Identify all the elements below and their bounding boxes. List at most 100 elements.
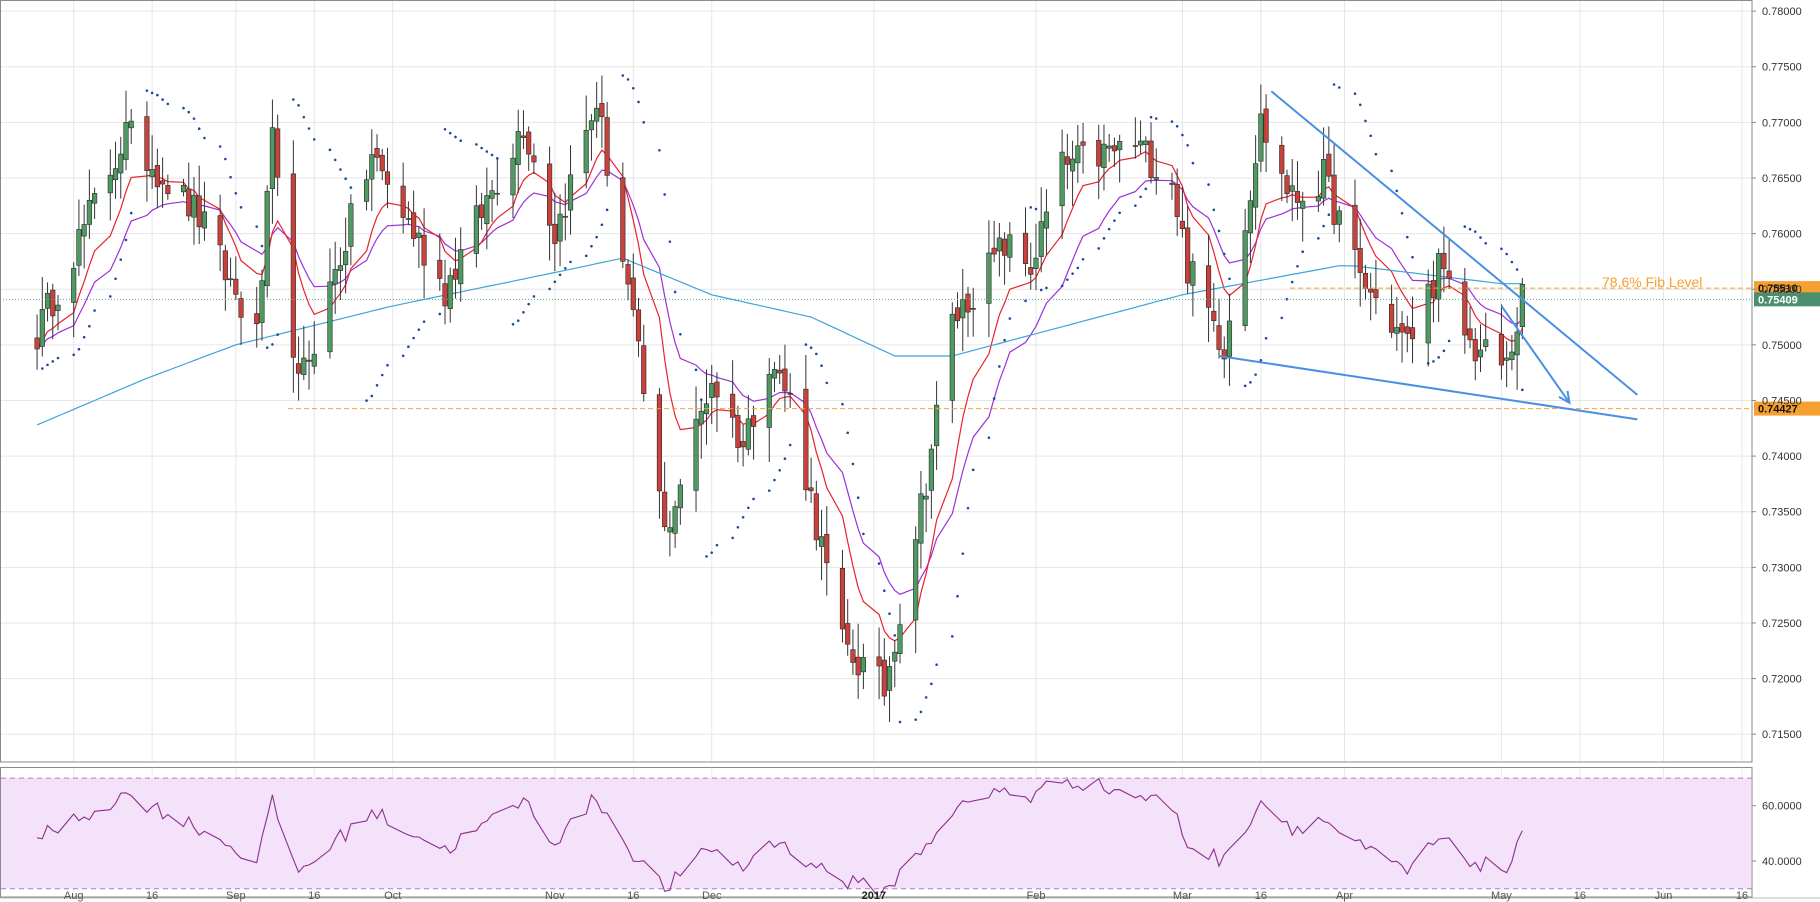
x-tick-label: Apr <box>1336 890 1353 902</box>
x-tick-label: May <box>1491 890 1512 902</box>
candle-down <box>1389 303 1395 333</box>
candle-up <box>860 657 866 673</box>
candle-up <box>1483 339 1489 348</box>
candle-up <box>986 252 992 304</box>
y-tick-label: 0.73000 <box>1762 562 1802 574</box>
candle-down <box>662 491 668 528</box>
sar-dot <box>600 223 604 227</box>
ema-slow-line <box>36 169 1523 595</box>
candle-down <box>552 223 558 244</box>
candle-up <box>1101 143 1107 169</box>
candle-down <box>452 268 459 280</box>
trendline <box>1218 354 1638 421</box>
candle-down <box>296 363 302 374</box>
candle-down <box>254 313 260 325</box>
candle-up <box>1106 145 1112 149</box>
candle-down <box>233 278 239 295</box>
y-tick-label: 0.72000 <box>1762 674 1802 686</box>
candle-down <box>526 131 532 155</box>
sar-dot <box>375 383 379 387</box>
candle-up <box>55 304 61 312</box>
candle-up <box>1007 234 1013 258</box>
candle-up <box>363 179 370 202</box>
sar-dot <box>736 525 740 529</box>
sar-dot <box>1181 133 1184 137</box>
sar-dot <box>1338 86 1341 89</box>
sar-dot <box>1249 381 1252 384</box>
x-tick-label: Dec <box>702 890 722 902</box>
candle-up <box>934 404 940 447</box>
sar-dot <box>966 506 970 510</box>
y-tick-label: 0.74000 <box>1762 451 1802 463</box>
sar-dot <box>344 177 347 181</box>
y-tick-label: 0.72500 <box>1762 618 1802 630</box>
candle-up <box>709 383 715 398</box>
candle-up <box>1138 140 1144 146</box>
sar-dot <box>93 309 96 312</box>
candle-up <box>228 278 234 281</box>
sar-dot <box>72 353 75 357</box>
sar-dot <box>1175 124 1179 128</box>
sar-dot <box>292 98 295 101</box>
candle-down <box>620 177 626 262</box>
sar-dot <box>548 287 551 291</box>
sar-dot <box>229 175 232 179</box>
sar-dot <box>605 208 609 212</box>
candle-up <box>44 292 51 309</box>
candle-down <box>217 215 223 246</box>
sar-dot <box>731 536 734 540</box>
sar-dot <box>485 150 489 153</box>
candle-up <box>81 224 87 237</box>
sar-dot <box>1332 83 1336 86</box>
candle-up <box>1258 113 1264 162</box>
sar-dot <box>1322 224 1325 228</box>
sar-dot <box>46 363 49 367</box>
candle-down <box>1467 328 1473 341</box>
sar-dot <box>569 260 572 264</box>
candle-down <box>374 147 380 158</box>
sar-dot <box>992 397 996 400</box>
candle-up <box>996 237 1002 252</box>
sar-dot <box>956 594 959 598</box>
candle-up <box>1519 284 1525 328</box>
candle-down <box>160 180 166 185</box>
sar-dot <box>1222 252 1226 256</box>
candle-up <box>1436 253 1442 300</box>
sar-dot <box>919 710 923 714</box>
candle-up <box>766 373 772 428</box>
sar-dot <box>1154 117 1158 120</box>
sar-dot <box>197 127 201 131</box>
sar-dot <box>1008 317 1012 320</box>
sar-dot <box>156 93 159 97</box>
sar-dot <box>668 240 672 243</box>
rsi-frame <box>0 767 1753 898</box>
candle-up <box>892 651 898 662</box>
candle-down <box>1399 323 1405 333</box>
sar-dot <box>1463 225 1467 228</box>
candle-down <box>154 165 160 188</box>
sar-dot <box>1364 119 1367 123</box>
candle-up <box>332 269 338 285</box>
candle-up <box>923 495 929 500</box>
candle-down <box>1205 265 1212 308</box>
y-tick-label: 0.78000 <box>1762 6 1802 18</box>
candle-down <box>1179 220 1185 230</box>
sar-dot <box>532 295 536 298</box>
y-tick-label: 0.77500 <box>1762 62 1802 74</box>
candle-up <box>489 190 495 199</box>
sar-dot <box>961 552 965 555</box>
sar-dot <box>511 322 515 326</box>
sar-dot <box>129 211 133 215</box>
sar-dot <box>407 345 410 349</box>
sar-dot <box>77 347 81 351</box>
candle-up <box>594 107 600 122</box>
sar-dot <box>752 497 755 501</box>
sar-dot <box>349 186 353 189</box>
candle-down <box>437 259 443 279</box>
candle-up <box>1315 196 1321 202</box>
sar-dot <box>1191 161 1195 165</box>
sar-dot <box>815 352 818 356</box>
sar-dot <box>1186 143 1189 147</box>
level-badge <box>1754 281 1820 296</box>
